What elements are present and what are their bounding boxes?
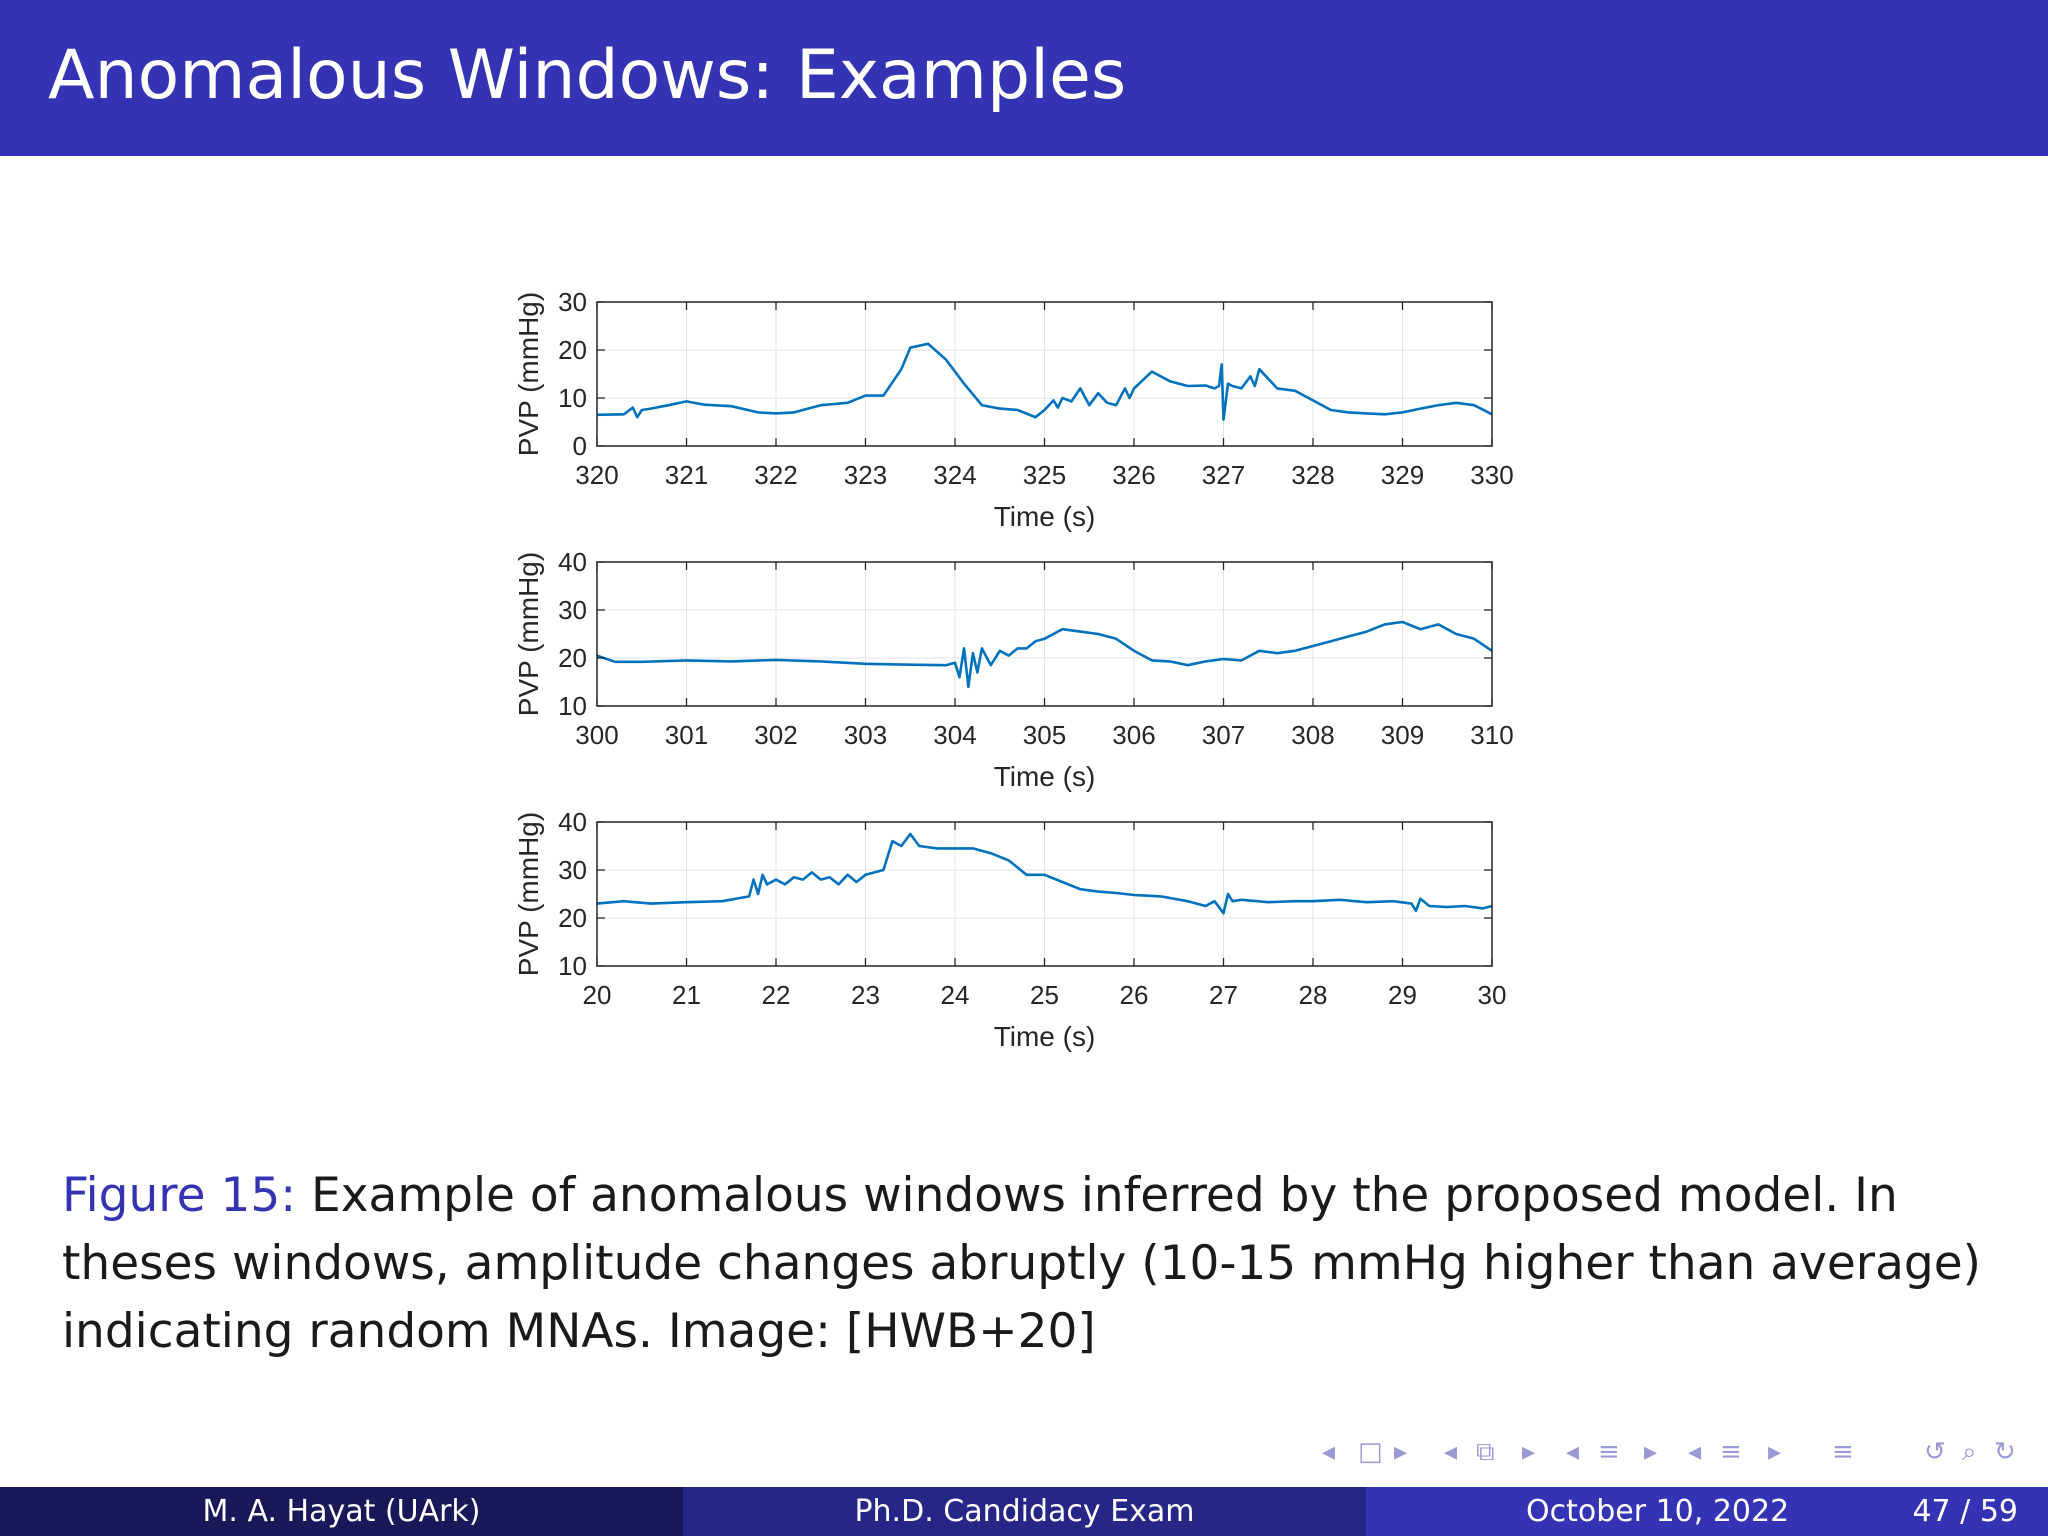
x-tick-label: 301 <box>665 720 708 750</box>
x-tick-label: 327 <box>1202 460 1245 490</box>
x-tick-label: 326 <box>1112 460 1155 490</box>
series-line <box>596 342 1493 421</box>
x-tick-label: 25 <box>1030 980 1059 1010</box>
x-tick-label: 320 <box>575 460 618 490</box>
x-axis-label: Time (s) <box>994 501 1096 532</box>
x-tick-label: 310 <box>1470 720 1513 750</box>
x-axis-label: Time (s) <box>994 1021 1096 1052</box>
nav-prev-slide-icon[interactable]: ◂ <box>1688 1437 1702 1467</box>
x-tick-label: 306 <box>1112 720 1155 750</box>
chart-panel-1: 320 321 322 323 324 325 326 327 328 329 330 0 10 20 30… <box>513 287 1514 532</box>
anomalous-windows-figure: 320 321 322 323 324 325 326 327 328 329 3300102030… <box>513 287 1514 1052</box>
x-tick-label: 307 <box>1202 720 1245 750</box>
caption-text: Example of anomalous windows inferred by… <box>62 1168 1981 1359</box>
x-tick-label: 330 <box>1470 460 1513 490</box>
y-axis-label: PVP (mmHg) <box>513 812 544 976</box>
y-tick-label: 0 <box>573 431 587 461</box>
x-tick-label: 29 <box>1388 980 1417 1010</box>
y-tick-label: 30 <box>558 287 587 317</box>
nav-slide-icon[interactable]: ≡ <box>1720 1437 1742 1467</box>
nav-prev-frame-icon[interactable]: ◂ <box>1322 1437 1336 1467</box>
x-tick-label: 300 <box>575 720 618 750</box>
nav-next-slide-icon[interactable]: ▸ <box>1768 1437 1782 1467</box>
footer-date: October 10, 2022 <box>1526 1494 1790 1529</box>
x-tick-label: 302 <box>754 720 797 750</box>
x-tick-label: 21 <box>672 980 701 1010</box>
nav-toc-icon[interactable]: ≡ <box>1832 1437 1854 1467</box>
footer: M. A. Hayat (UArk) Ph.D. Candidacy Exam … <box>0 1487 2048 1536</box>
slide-title: Anomalous Windows: Examples <box>48 36 1127 115</box>
x-tick-label: 308 <box>1291 720 1334 750</box>
y-tick-label: 20 <box>558 643 587 673</box>
y-tick-label: 10 <box>558 951 587 981</box>
x-tick-label: 20 <box>583 980 612 1010</box>
x-tick-label: 304 <box>933 720 976 750</box>
chart-panel-2: 300 301 302 303 304 305 306 307 308 309 310 10 20 30 4… <box>513 547 1514 792</box>
nav-back-icon[interactable]: ↺ <box>1924 1437 1946 1467</box>
x-tick-label: 328 <box>1291 460 1334 490</box>
x-tick-label: 28 <box>1299 980 1328 1010</box>
x-axis-label: Time (s) <box>994 761 1096 792</box>
x-tick-label: 325 <box>1023 460 1066 490</box>
x-tick-label: 23 <box>851 980 880 1010</box>
x-tick-label: 324 <box>933 460 976 490</box>
beamer-navigation: ◂ □ ▸ ◂ ⧉ ▸ ◂ ≡ ▸ ◂ ≡ ▸ ≡ ↺ ⌕ ↻ <box>1322 1437 2034 1473</box>
nav-search-icon[interactable]: ⌕ <box>1962 1437 1977 1467</box>
nav-prev-subsection-icon[interactable]: ◂ <box>1444 1437 1458 1467</box>
x-tick-label: 322 <box>754 460 797 490</box>
footer-author: M. A. Hayat (UArk) <box>0 1487 683 1536</box>
x-tick-label: 30 <box>1478 980 1507 1010</box>
nav-next-frame-icon[interactable]: ▸ <box>1394 1437 1408 1467</box>
x-tick-label: 323 <box>844 460 887 490</box>
nav-forward-icon[interactable]: ↻ <box>1994 1437 2016 1467</box>
nav-frame-icon[interactable]: □ <box>1358 1437 1383 1467</box>
y-tick-label: 20 <box>558 903 587 933</box>
x-tick-label: 321 <box>665 460 708 490</box>
footer-talk-title: Ph.D. Candidacy Exam <box>683 1487 1366 1536</box>
y-tick-label: 20 <box>558 335 587 365</box>
nav-next-subsection-icon[interactable]: ▸ <box>1522 1437 1536 1467</box>
figure-caption: Figure 15: Example of anomalous windows … <box>62 1162 2002 1366</box>
nav-subsection-icon[interactable]: ⧉ <box>1476 1437 1495 1467</box>
series-line <box>596 832 1493 915</box>
nav-next-section-icon[interactable]: ▸ <box>1644 1437 1658 1467</box>
title-bar: Anomalous Windows: Examples <box>0 0 2048 156</box>
y-tick-label: 30 <box>558 595 587 625</box>
y-tick-label: 40 <box>558 547 587 577</box>
y-tick-label: 30 <box>558 855 587 885</box>
footer-right: October 10, 2022 47 / 59 <box>1366 1487 2048 1536</box>
y-axis-label: PVP (mmHg) <box>513 552 544 716</box>
y-axis-label: PVP (mmHg) <box>513 292 544 456</box>
series-line <box>596 620 1493 689</box>
x-tick-label: 305 <box>1023 720 1066 750</box>
x-tick-label: 22 <box>762 980 791 1010</box>
x-tick-label: 309 <box>1381 720 1424 750</box>
y-tick-label: 10 <box>558 383 587 413</box>
footer-page-number: 47 / 59 <box>1912 1494 2018 1529</box>
caption-label: Figure 15: <box>62 1168 297 1223</box>
y-tick-label: 10 <box>558 691 587 721</box>
x-tick-label: 329 <box>1381 460 1424 490</box>
nav-section-icon[interactable]: ≡ <box>1598 1437 1620 1467</box>
y-tick-label: 40 <box>558 807 587 837</box>
x-tick-label: 303 <box>844 720 887 750</box>
x-tick-label: 27 <box>1209 980 1238 1010</box>
x-tick-label: 24 <box>941 980 970 1010</box>
nav-prev-section-icon[interactable]: ◂ <box>1566 1437 1580 1467</box>
x-tick-label: 26 <box>1120 980 1149 1010</box>
